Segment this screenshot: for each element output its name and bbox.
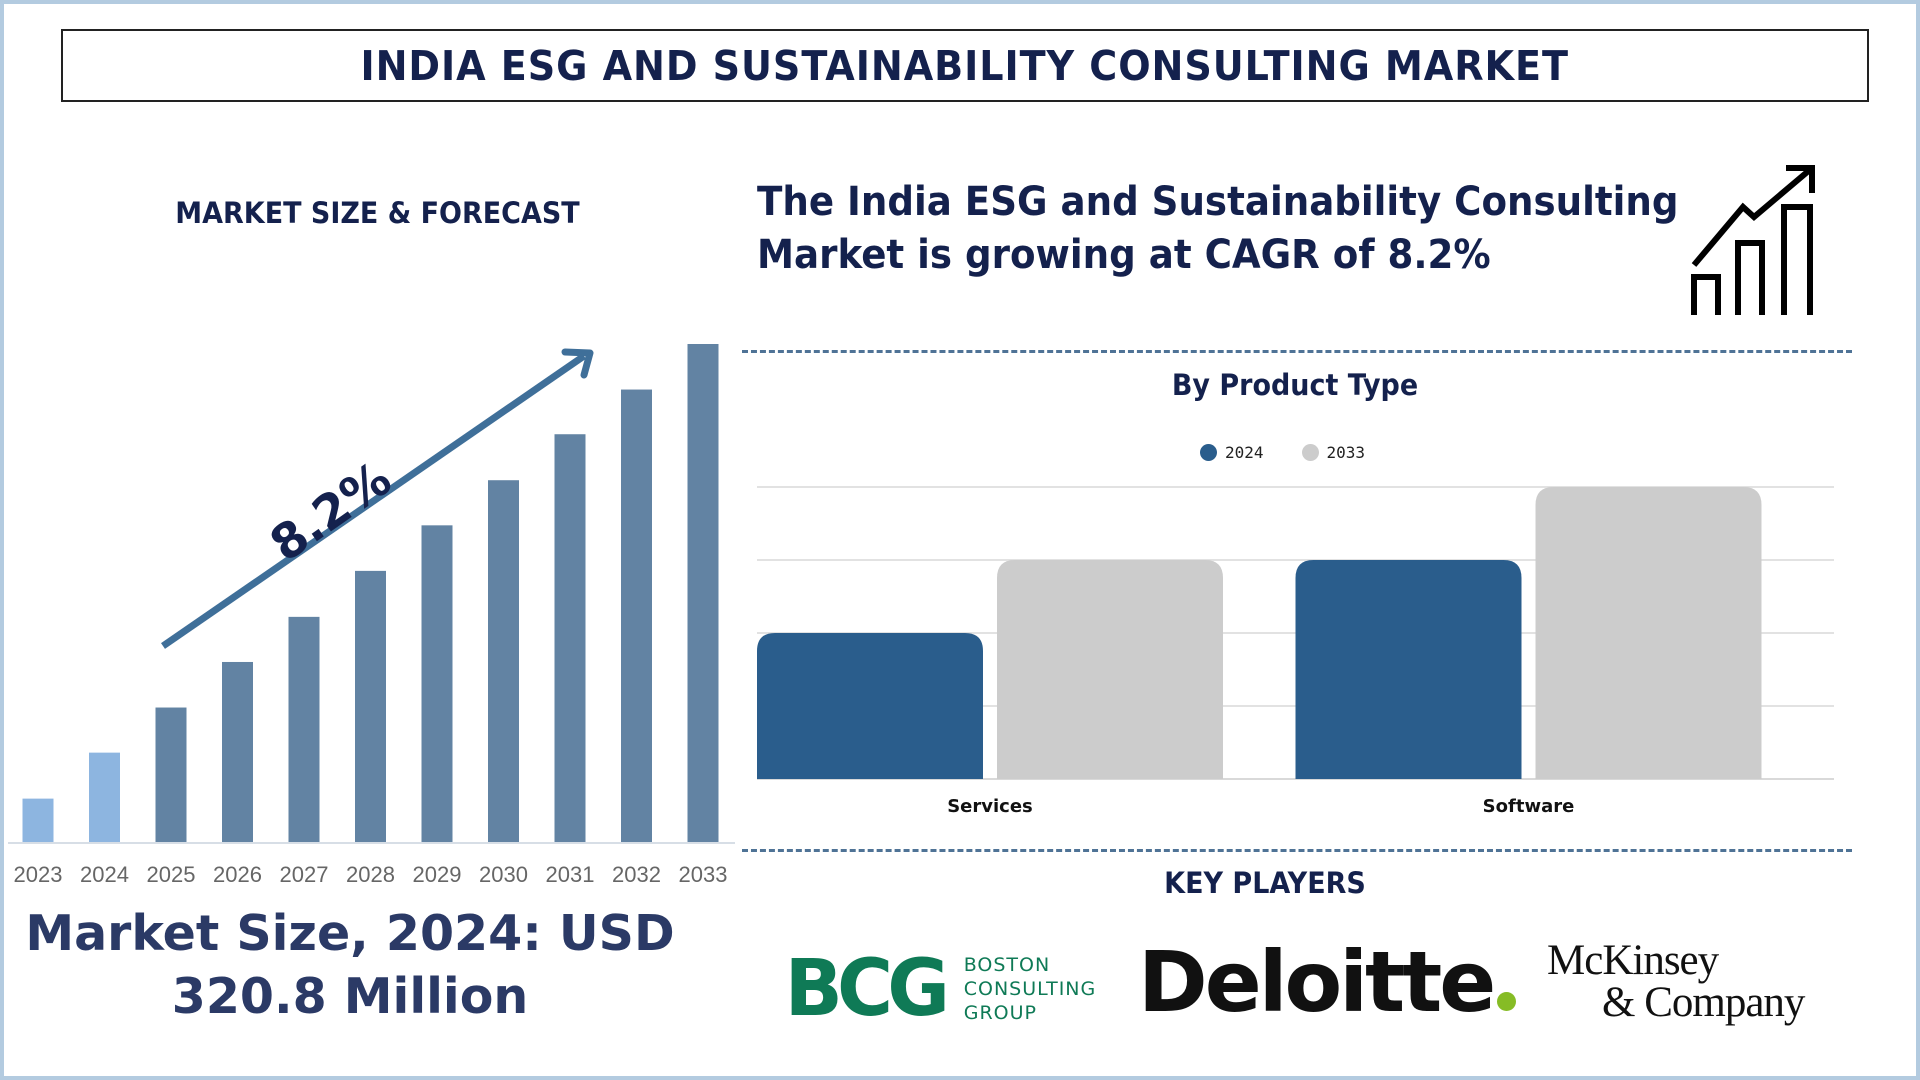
x-tick-2024: 2024: [80, 862, 129, 887]
product-type-chart: Services Software: [757, 486, 1834, 817]
category-label-software: Software: [1483, 796, 1575, 817]
bcg-logo: BCG BOSTON CONSULTING GROUP: [783, 950, 1096, 1028]
bar-software-2024: [1295, 560, 1522, 779]
bcg-word-boston: BOSTON: [963, 954, 1051, 976]
title-box: INDIA ESG AND SUSTAINABILITY CONSULTING …: [61, 29, 1869, 102]
product-type-heading: By Product Type: [1171, 368, 1419, 402]
legend-label-2024: 2024: [1225, 443, 1264, 462]
bar-2030: [488, 480, 519, 842]
page-title: INDIA ESG AND SUSTAINABILITY CONSULTING …: [360, 41, 1570, 90]
headline-line1: The India ESG and Sustainability Consult…: [757, 179, 1679, 225]
bar-2025: [155, 707, 187, 842]
bar-2029: [421, 525, 453, 842]
x-tick-2026: 2026: [213, 862, 262, 887]
legend-swatch-2024: [1200, 444, 1217, 461]
mckinsey-logo: McKinsey & Company: [1547, 937, 1805, 1026]
x-tick-2028: 2028: [346, 862, 395, 887]
deloitte-logo: Deloitte: [1138, 940, 1517, 1024]
bar-2027: [288, 616, 320, 842]
bar-services-2024: [757, 633, 983, 779]
bar-2028: [355, 570, 386, 842]
headline-line2: Market is growing at CAGR of 8.2%: [757, 232, 1491, 278]
market-forecast-chart: 2023 2024 2025 2026 2027 2028 2029 2030 2031 2032…: [8, 344, 735, 887]
bar-2032: [621, 389, 652, 842]
market-size-line1: Market Size, 2024: USD: [25, 905, 675, 962]
bar-services-2033: [997, 560, 1223, 779]
section-divider-top: [742, 350, 1852, 353]
bcg-word-group: GROUP: [963, 1002, 1037, 1024]
cagr-headline: The India ESG and Sustainability Consult…: [757, 176, 1679, 282]
x-tick-2032: 2032: [612, 862, 661, 887]
x-tick-2029: 2029: [413, 862, 462, 887]
growth-chart-icon: [1691, 165, 1815, 315]
x-tick-2027: 2027: [280, 862, 329, 887]
mckinsey-line1: McKinsey: [1547, 937, 1719, 984]
market-size-forecast-heading: MARKET SIZE & FORECAST: [175, 196, 580, 230]
market-size-line2: 320.8 Million: [171, 968, 529, 1025]
key-players-heading: KEY PLAYERS: [1164, 866, 1366, 900]
cagr-annotation: 8.2%: [260, 451, 401, 573]
category-label-services: Services: [947, 796, 1033, 817]
product-chart-legend: 2024 2033: [1200, 443, 1400, 462]
legend-item-2024[interactable]: 2024: [1200, 443, 1264, 462]
bar-2024: [89, 752, 120, 842]
x-tick-2031: 2031: [546, 862, 595, 887]
bar-2031: [554, 434, 586, 842]
market-size-summary: Market Size, 2024: USD 320.8 Million: [20, 902, 680, 1028]
legend-swatch-2033: [1301, 444, 1319, 461]
x-tick-2030: 2030: [479, 862, 528, 887]
legend-label-2033: 2033: [1326, 443, 1366, 462]
growth-arrowhead: [561, 348, 594, 379]
x-tick-2023: 2023: [14, 862, 63, 887]
bar-2026: [222, 661, 253, 842]
legend-item-2033[interactable]: 2033: [1301, 443, 1366, 462]
bcg-logo-mark: BCG: [784, 944, 950, 1034]
deloitte-dot: [1497, 992, 1517, 1011]
deloitte-wordmark: Deloitte: [1138, 933, 1496, 1031]
bcg-logo-wordmark: BOSTON CONSULTING GROUP: [964, 953, 1097, 1025]
bar-2023: [22, 798, 54, 842]
x-tick-2033: 2033: [679, 862, 728, 887]
bcg-word-consulting: CONSULTING: [963, 978, 1097, 1000]
bar-2033: [687, 344, 719, 842]
growth-arrow: [161, 353, 586, 649]
bar-software-2033: [1535, 487, 1762, 779]
section-divider-bottom: [742, 849, 1852, 852]
mckinsey-line2: & Company: [1602, 979, 1805, 1026]
x-tick-2025: 2025: [147, 862, 196, 887]
